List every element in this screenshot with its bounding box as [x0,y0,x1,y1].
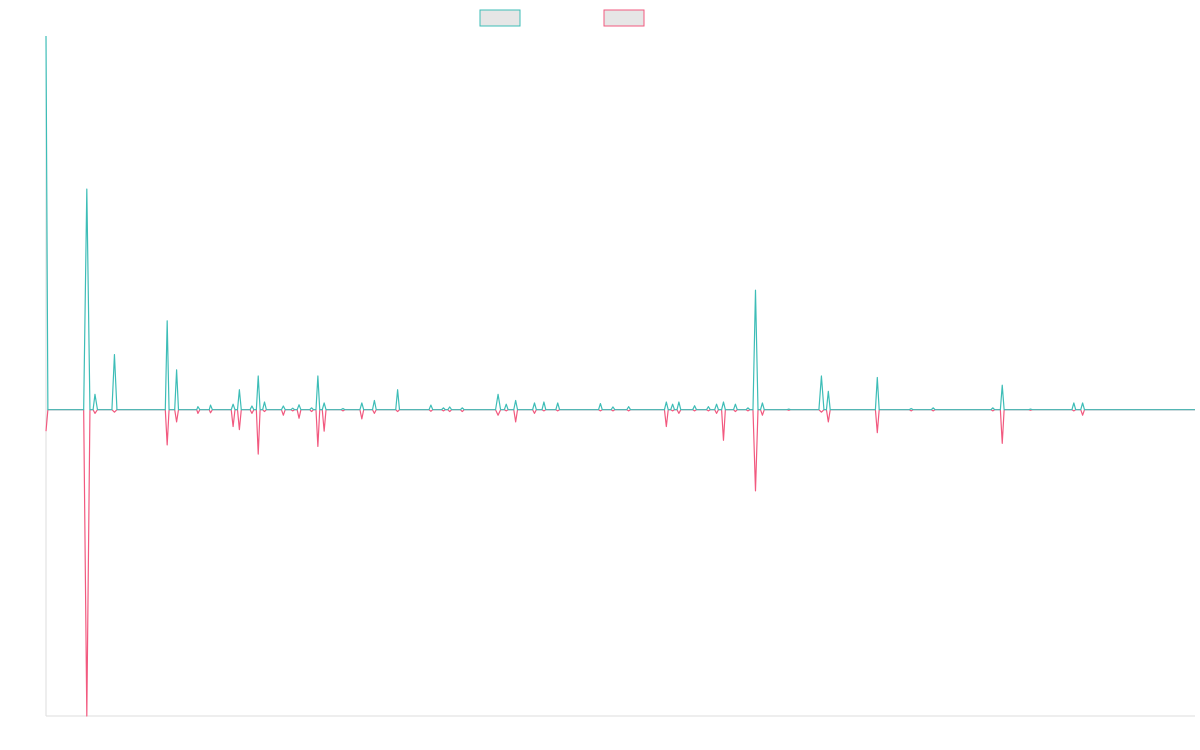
legend-swatch-series-a[interactable] [479,9,521,27]
series-line-series-b [45,409,1195,717]
series-group [45,35,1195,717]
series-line-series-a [45,35,1195,411]
legend[interactable] [479,9,645,27]
legend-swatch-series-b[interactable] [603,9,645,27]
axes [45,36,1195,717]
